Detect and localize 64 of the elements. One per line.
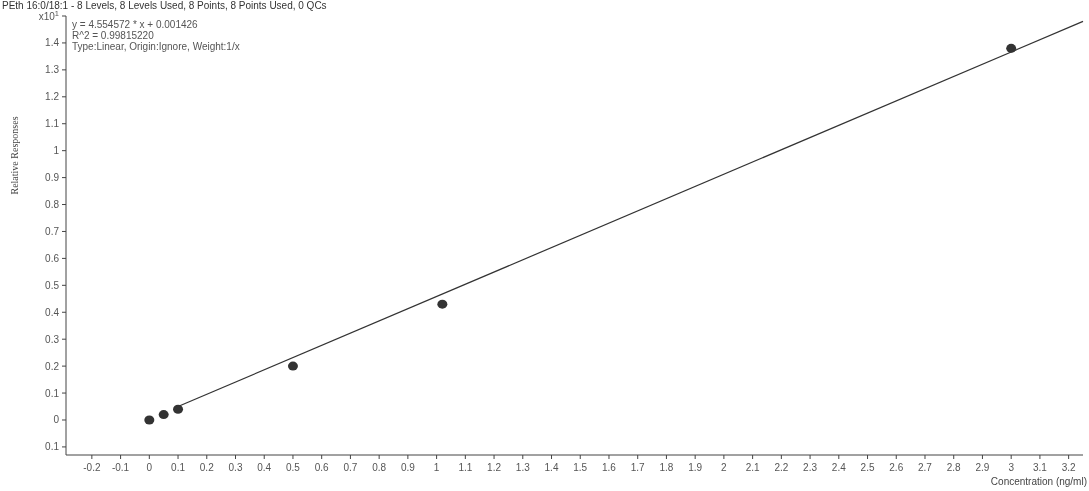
x-tick-label: 2.5: [860, 462, 875, 473]
x-tick-label: 1.2: [487, 462, 502, 473]
y-tick-label: 0.8: [45, 199, 60, 211]
x-tick-label: 2.2: [774, 462, 789, 473]
y-tick-label: 1.2: [45, 91, 60, 103]
x-tick-label: 2.3: [803, 462, 818, 473]
point: [437, 299, 448, 309]
y-tick-label: 0.1: [45, 387, 60, 399]
x-tick-label: 1.7: [630, 462, 646, 473]
x-tick-label: 2.7: [918, 462, 933, 473]
x-tick-label: 1.8: [659, 462, 674, 473]
y-tick-label: 0.7: [45, 225, 60, 237]
x-tick-label: 2.9: [975, 462, 990, 473]
y-tick-label: 0.3: [45, 333, 60, 345]
x-tick-label: -0.2: [83, 462, 101, 473]
x-tick-label: 3: [1008, 462, 1015, 473]
y-tick-label: 0.5: [45, 279, 60, 291]
x-tick-label: 0.4: [257, 462, 272, 473]
x-tick-label: 0: [146, 462, 153, 473]
x-tick-label: 0.3: [228, 462, 243, 473]
y-tick-label: 1: [53, 145, 60, 157]
y-tick-label: 0: [53, 414, 60, 426]
y-tick-label: 1.1: [45, 118, 60, 130]
y-tick-label: x10$^{1}$: [38, 8, 59, 22]
y-axis-title: Relative Responses: [9, 116, 20, 195]
x-tick-label: 2.6: [889, 462, 904, 473]
x-tick-label: 1.3: [515, 462, 531, 473]
y-tick-label: 0.6: [45, 252, 60, 264]
x-tick-label: 1.9: [688, 462, 703, 473]
y-tick-label: 1.3: [45, 64, 60, 76]
x-tick-label: 1: [433, 462, 440, 473]
x-tick-label: -0.1: [111, 462, 130, 473]
x-tick-label: 0.7: [343, 462, 358, 473]
x-tick-label: 1.4: [544, 462, 559, 473]
x-tick-label: 1.6: [602, 462, 617, 473]
x-tick-label: 2.4: [831, 462, 847, 473]
annotation: R^2 = 0.99815220: [72, 30, 155, 41]
x-tick-label: 3.1: [1032, 462, 1048, 473]
x-tick-label: 2.1: [745, 462, 761, 473]
x-axis-title: Concentration (ng/ml): [990, 476, 1087, 487]
point: [173, 404, 184, 414]
x-tick-label: 0.1: [171, 462, 186, 473]
point: [158, 410, 169, 420]
y-tick-label: 0.2: [45, 360, 60, 372]
point: [287, 361, 298, 371]
y-tick-label: 0.4: [45, 306, 60, 318]
x-tick-label: 0.6: [314, 462, 330, 473]
x-tick-label: 1.1: [458, 462, 473, 473]
y-tick-label: 0.1: [45, 441, 60, 453]
annotation: y = 4.554572 * x + 0.001426: [72, 19, 199, 30]
point: [144, 415, 155, 425]
x-tick-label: 0.9: [400, 462, 416, 473]
x-tick-label: 0.8: [372, 462, 387, 473]
point: [1006, 43, 1017, 53]
chart-title: PEth 16:0/18:1 - 8 Levels, 8 Levels Used, 8 Points, 8 Points Used, 0 QCs: [2, 0, 327, 11]
annotation: Type:Linear, Origin:Ignore, Weight:1/x: [72, 41, 240, 52]
y-tick-label: 1.4: [45, 37, 60, 49]
x-tick-label: 3.2: [1061, 462, 1077, 473]
x-tick-label: 2.8: [946, 462, 962, 473]
x-tick-label: 0.5: [286, 462, 301, 473]
x-tick-label: 0.2: [199, 462, 215, 473]
x-tick-label: 2: [721, 462, 728, 473]
y-tick-label: 0.9: [45, 172, 60, 184]
x-tick-label: 1.5: [573, 462, 588, 473]
